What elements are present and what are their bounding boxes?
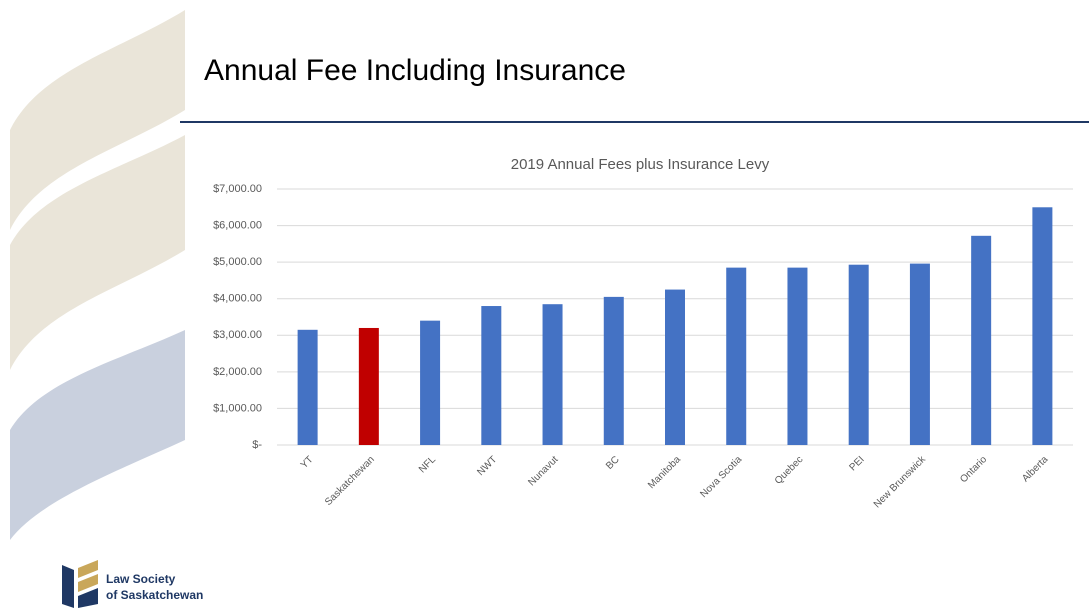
logo-mark (78, 560, 98, 578)
x-tick-label: NFL (417, 454, 438, 475)
bar (848, 264, 869, 445)
bar (358, 327, 379, 445)
x-tick-label: New Brunswick (872, 454, 929, 511)
bar (726, 267, 747, 445)
y-tick-label: $1,000.00 (213, 402, 262, 414)
y-tick-label: $6,000.00 (213, 219, 262, 231)
bar (603, 296, 624, 445)
x-tick-label: Ontario (958, 454, 989, 485)
bar (481, 306, 502, 445)
x-tick-label: NWT (475, 454, 499, 478)
x-tick-label: Saskatchewan (323, 454, 377, 508)
x-tick-label: BC (604, 454, 622, 472)
x-tick-label: Nunavut (526, 454, 560, 488)
bar (1032, 207, 1053, 445)
x-tick-label: Quebec (773, 454, 806, 487)
logo-mark (78, 574, 98, 592)
x-tick-label: Manitoba (646, 454, 683, 491)
decor-leaf (10, 135, 185, 370)
bar (787, 267, 808, 445)
chart-title: 2019 Annual Fees plus Insurance Levy (511, 156, 770, 173)
bar (909, 263, 930, 445)
bar (971, 235, 992, 445)
logo-text: Law Society (106, 572, 176, 586)
logo-mark (62, 565, 74, 608)
bar (542, 304, 563, 445)
logo: Law Society of Saskatchewan (62, 560, 203, 608)
y-tick-label: $4,000.00 (213, 293, 262, 305)
x-tick-label: Nova Scotia (698, 454, 744, 500)
y-tick-label: $7,000.00 (213, 183, 262, 195)
y-tick-label: $3,000.00 (213, 329, 262, 341)
logo-text: of Saskatchewan (106, 588, 203, 602)
x-tick-label: Alberta (1020, 454, 1050, 484)
y-tick-label: $5,000.00 (213, 256, 262, 268)
y-tick-label: $- (252, 439, 262, 451)
slide-title: Annual Fee Including Insurance (204, 54, 626, 87)
decor-leaf (10, 330, 185, 540)
logo-mark (78, 588, 98, 608)
bar (665, 289, 685, 445)
decor-leaf (10, 10, 185, 230)
x-tick-label: YT (299, 454, 316, 471)
bar (297, 329, 318, 445)
bar (420, 320, 441, 445)
y-tick-label: $2,000.00 (213, 366, 262, 378)
x-tick-label: PEI (848, 454, 867, 473)
